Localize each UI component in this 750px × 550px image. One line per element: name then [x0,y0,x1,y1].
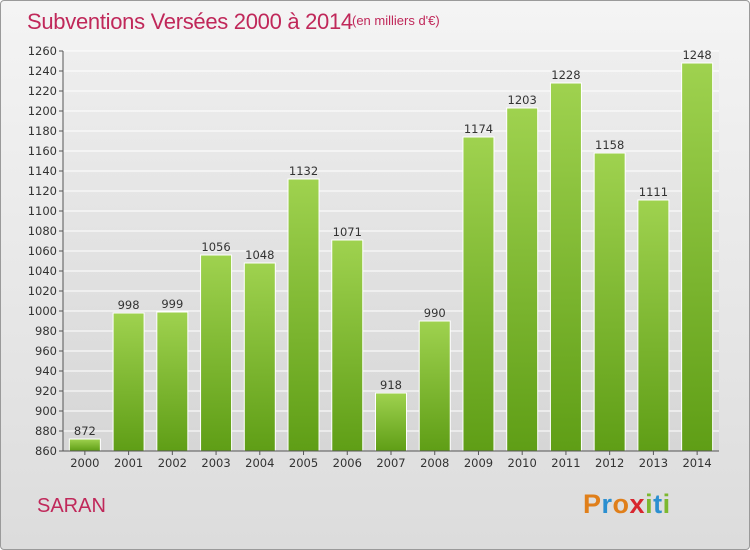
bar-2007 [375,392,407,452]
y-tick-label: 1180 [28,124,57,138]
x-tick-label-2000: 2000 [70,456,99,470]
data-label-2006: 1071 [333,225,362,239]
logo-letter: r [601,489,613,519]
x-tick-label-2006: 2006 [333,456,362,470]
logo-letter: o [612,489,630,519]
x-tick-label-2011: 2011 [551,456,580,470]
bar-2009 [462,136,495,452]
data-label-2004: 1048 [245,248,274,262]
bar-2008 [418,320,451,452]
x-tick-label-2014: 2014 [682,456,711,470]
data-label-2007: 918 [380,378,402,392]
y-tick-label: 1220 [28,84,57,98]
y-tick-label: 1260 [28,44,57,58]
y-tick-label: 1080 [28,224,57,238]
data-label-2010: 1203 [508,93,537,107]
data-label-2002: 999 [161,297,183,311]
x-tick-label-2009: 2009 [464,456,493,470]
data-label-2011: 1228 [551,68,580,82]
chart-title: Subventions Versées 2000 à 2014 [27,9,353,34]
bar-2000 [68,438,101,452]
data-label-2001: 998 [118,298,140,312]
logo-letter: P [583,489,602,519]
y-tick-label: 900 [35,404,57,418]
x-tick-label-2007: 2007 [376,456,405,470]
logo-letter: x [629,489,646,519]
bar-2012 [593,152,626,452]
bar-2004 [243,262,276,452]
y-tick-label: 1160 [28,144,57,158]
y-tick-label: 1000 [28,304,57,318]
y-tick-label: 980 [35,324,57,338]
x-tick-label-2001: 2001 [114,456,143,470]
x-tick-label-2004: 2004 [245,456,274,470]
bar-2002 [156,311,189,452]
x-tick-label-2005: 2005 [289,456,318,470]
bar-2014 [681,62,714,452]
x-tick-label-2013: 2013 [639,456,668,470]
bar-2013 [637,199,670,452]
y-tick-label: 920 [35,384,57,398]
bar-2011 [549,82,582,452]
x-tick-label-2003: 2003 [201,456,230,470]
data-label-2000: 872 [74,424,96,438]
bar-2006 [331,239,364,452]
data-label-2009: 1174 [464,122,493,136]
y-tick-label: 1100 [28,204,57,218]
y-tick-label: 1140 [28,164,57,178]
logo-letter: i [662,489,671,519]
x-tick-label-2012: 2012 [595,456,624,470]
x-tick-label-2010: 2010 [508,456,537,470]
y-tick-label: 940 [35,364,57,378]
data-label-2014: 1248 [682,48,711,62]
y-tick-label: 1020 [28,284,57,298]
y-tick-label: 1240 [28,64,57,78]
x-tick-label-2002: 2002 [158,456,187,470]
y-tick-label: 1040 [28,264,57,278]
data-label-2008: 990 [424,306,446,320]
bar-2003 [200,254,233,452]
bar-2001 [112,312,145,452]
data-label-2003: 1056 [201,240,230,254]
data-label-2013: 1111 [639,185,668,199]
y-tick-label: 860 [35,444,57,458]
y-tick-label: 880 [35,424,57,438]
data-label-2012: 1158 [595,138,624,152]
y-tick-label: 1200 [28,104,57,118]
proxiti-logo: Proxiti [583,489,671,520]
chart-subtitle: (en milliers d'€) [352,13,440,28]
bar-2005 [287,178,320,452]
data-label-2005: 1132 [289,164,318,178]
x-tick-label-2008: 2008 [420,456,449,470]
logo-letter: t [653,489,663,519]
place-name: SARAN [37,495,106,517]
y-tick-label: 1060 [28,244,57,258]
bar-2010 [506,107,539,452]
y-tick-label: 1120 [28,184,57,198]
logo-letter: i [645,489,654,519]
y-tick-label: 960 [35,344,57,358]
